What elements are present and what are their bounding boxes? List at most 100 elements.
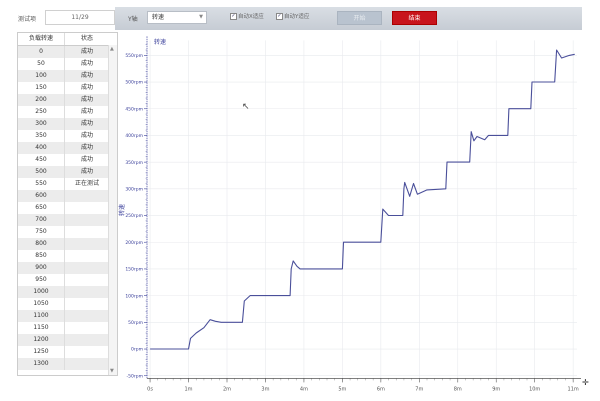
load-speed-cell: 300 <box>18 118 65 130</box>
status-cell <box>65 334 109 346</box>
table-row[interactable]: 100 成功 <box>18 70 117 82</box>
start-button[interactable]: 开始 <box>337 11 382 25</box>
table-row[interactable]: 800 <box>18 238 117 250</box>
x-tick-label: 10m <box>529 386 540 392</box>
column-header-load-speed: 负载转速 <box>18 33 65 45</box>
table-row[interactable]: 650 <box>18 202 117 214</box>
status-cell <box>65 238 109 250</box>
y-tick-label: 550rpm <box>125 53 143 59</box>
table-row[interactable]: 450 成功 <box>18 154 117 166</box>
x-tick-label: 11m <box>568 386 579 392</box>
speed-series-line <box>150 49 575 350</box>
status-cell <box>65 190 109 202</box>
load-speed-cell: 1050 <box>18 298 65 310</box>
table-row[interactable]: 1100 <box>18 310 117 322</box>
status-cell: 成功 <box>80 168 93 175</box>
status-cell <box>65 286 109 298</box>
load-speed-cell: 600 <box>18 190 65 202</box>
table-row[interactable]: 900 <box>18 262 117 274</box>
auto-y-checkbox[interactable]: ✓ 自动Y适应 <box>276 12 309 22</box>
status-cell: 成功 <box>80 60 93 67</box>
x-tick-label: 5m <box>338 386 346 392</box>
chevron-down-icon: ▼ <box>199 14 203 20</box>
table-row[interactable]: 600 <box>18 190 117 202</box>
test-item-field[interactable]: 11/29 <box>45 10 115 25</box>
table-row[interactable]: 950 <box>18 274 117 286</box>
table-row[interactable]: 1200 <box>18 334 117 346</box>
load-speed-cell: 1000 <box>18 286 65 298</box>
status-cell <box>65 214 109 226</box>
load-speed-cell: 400 <box>18 142 65 154</box>
table-row[interactable]: 50 成功 <box>18 58 117 70</box>
status-cell <box>65 358 109 370</box>
mouse-pointer-icon: ↖ <box>242 102 250 112</box>
y-tick-label: 250rpm <box>125 213 143 219</box>
table-row[interactable]: 550 正在测试 <box>18 178 117 190</box>
load-speed-cell: 250 <box>18 106 65 118</box>
status-cell: 成功 <box>80 96 93 103</box>
load-speed-cell: 950 <box>18 274 65 286</box>
table-scrollbar[interactable]: ▲ ▼ <box>108 45 117 375</box>
x-tick-label: 1m <box>185 386 193 392</box>
column-header-status: 状态 <box>80 35 93 42</box>
status-cell <box>65 250 109 262</box>
load-speed-table: 负载转速 状态 0 成功 50 成功 100 成功 150 成功 200 成功 250 成功 300 成功… <box>17 32 118 376</box>
auto-x-label: 自动X适应 <box>238 14 264 20</box>
table-row[interactable]: 500 成功 <box>18 166 117 178</box>
status-cell: 成功 <box>80 144 93 151</box>
status-cell: 成功 <box>80 156 93 163</box>
x-tick-label: 8m <box>454 386 462 392</box>
x-tick-label: 2m <box>223 386 231 392</box>
table-row[interactable]: 700 <box>18 214 117 226</box>
chart-title: 转速 <box>154 38 166 46</box>
status-cell <box>65 298 109 310</box>
table-row[interactable]: 1300 <box>18 358 117 370</box>
table-row[interactable]: 150 成功 <box>18 82 117 94</box>
stop-button[interactable]: 结束 <box>392 11 437 25</box>
table-row[interactable]: 1050 <box>18 298 117 310</box>
load-speed-cell: 200 <box>18 94 65 106</box>
x-tick-label: 9m <box>492 386 500 392</box>
table-row[interactable]: 250 成功 <box>18 106 117 118</box>
table-row[interactable]: 750 <box>18 226 117 238</box>
table-row[interactable]: 1000 <box>18 286 117 298</box>
y-axis-select[interactable]: 转速 ▼ <box>147 11 207 24</box>
status-cell <box>65 274 109 286</box>
load-speed-cell: 1150 <box>18 322 65 334</box>
status-cell: 成功 <box>80 72 93 79</box>
status-cell <box>65 202 109 214</box>
scroll-down-icon[interactable]: ▼ <box>110 368 114 374</box>
load-speed-cell: 1100 <box>18 310 65 322</box>
status-cell <box>65 310 109 322</box>
load-speed-cell: 550 <box>18 178 65 190</box>
checkbox-checked-icon: ✓ <box>230 13 237 20</box>
load-speed-cell: 450 <box>18 154 65 166</box>
table-row[interactable]: 1150 <box>18 322 117 334</box>
x-tick-label: 4m <box>300 386 308 392</box>
test-item-label: 测试项 <box>18 16 37 23</box>
table-row[interactable]: 0 成功 <box>18 46 117 58</box>
status-cell: 成功 <box>80 120 93 127</box>
scroll-up-icon[interactable]: ▲ <box>110 46 114 52</box>
status-cell <box>65 262 109 274</box>
table-header: 负载转速 状态 <box>18 33 117 46</box>
table-row[interactable]: 200 成功 <box>18 94 117 106</box>
y-axis-select-value: 转速 <box>152 14 165 21</box>
table-row[interactable]: 1250 <box>18 346 117 358</box>
load-speed-cell: 650 <box>18 202 65 214</box>
auto-y-label: 自动Y适应 <box>284 14 310 20</box>
table-row[interactable]: 300 成功 <box>18 118 117 130</box>
table-row[interactable]: 850 <box>18 250 117 262</box>
load-speed-cell: 700 <box>18 214 65 226</box>
y-tick-label: 450rpm <box>125 106 143 112</box>
move-cursor-icon: ✛ <box>582 378 589 387</box>
y-axis-label: Y轴 <box>128 16 138 23</box>
table-row[interactable]: 400 成功 <box>18 142 117 154</box>
y-tick-label: 300rpm <box>125 187 143 193</box>
auto-x-checkbox[interactable]: ✓ 自动X适应 <box>230 12 264 22</box>
y-tick-label: 500rpm <box>125 80 143 86</box>
table-body: 0 成功 50 成功 100 成功 150 成功 200 成功 250 成功 300 成功 350 成功 400… <box>18 46 117 370</box>
table-row[interactable]: 350 成功 <box>18 130 117 142</box>
status-cell <box>65 346 109 358</box>
status-cell: 成功 <box>80 132 93 139</box>
